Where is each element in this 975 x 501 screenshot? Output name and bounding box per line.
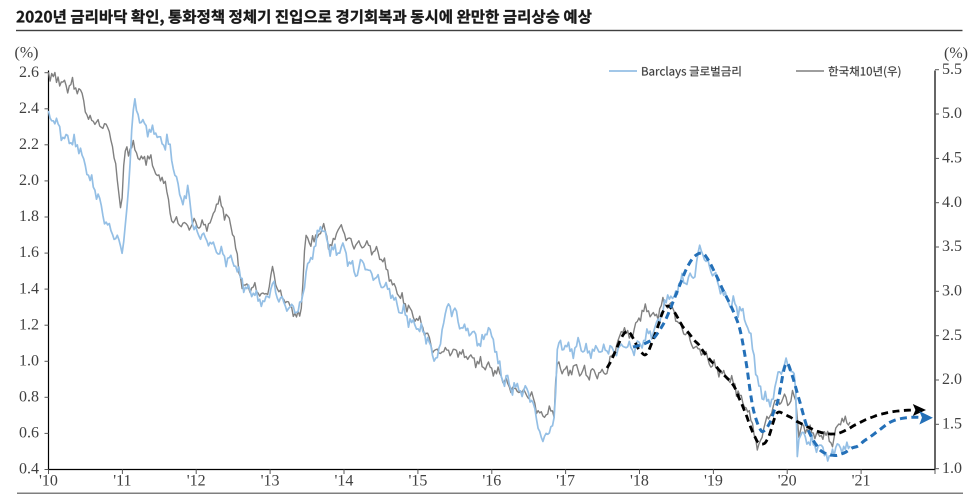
svg-text:5.0: 5.0 xyxy=(942,105,962,122)
svg-text:(%): (%) xyxy=(15,45,39,62)
svg-text:3.5: 3.5 xyxy=(942,238,962,255)
svg-text:1.2: 1.2 xyxy=(19,316,39,333)
svg-text:(%): (%) xyxy=(944,45,968,62)
svg-text:2.0: 2.0 xyxy=(942,371,962,388)
svg-text:0.6: 0.6 xyxy=(19,425,39,442)
svg-text:4.0: 4.0 xyxy=(942,194,962,211)
svg-text:2.0: 2.0 xyxy=(19,172,39,189)
svg-text:2.6: 2.6 xyxy=(19,64,39,81)
svg-text:2.5: 2.5 xyxy=(942,327,962,344)
svg-text:3.0: 3.0 xyxy=(942,283,962,300)
svg-text:'20: '20 xyxy=(778,473,797,490)
svg-text:'19: '19 xyxy=(704,473,723,490)
svg-text:1.5: 1.5 xyxy=(942,416,962,433)
svg-text:'18: '18 xyxy=(630,473,649,490)
svg-text:'11: '11 xyxy=(113,473,131,490)
svg-text:'14: '14 xyxy=(335,473,354,490)
svg-text:1.0: 1.0 xyxy=(19,353,39,370)
svg-text:'10: '10 xyxy=(39,473,58,490)
svg-text:0.4: 0.4 xyxy=(19,461,39,478)
svg-text:1.0: 1.0 xyxy=(942,460,962,477)
svg-text:'12: '12 xyxy=(187,473,206,490)
svg-text:1.6: 1.6 xyxy=(19,244,39,261)
svg-text:2.2: 2.2 xyxy=(19,136,39,153)
svg-text:'21: '21 xyxy=(852,473,871,490)
svg-text:'16: '16 xyxy=(482,473,501,490)
svg-text:'17: '17 xyxy=(556,473,575,490)
svg-text:1.4: 1.4 xyxy=(19,280,39,297)
svg-text:1.8: 1.8 xyxy=(19,208,39,225)
svg-text:'15: '15 xyxy=(408,473,427,490)
svg-text:'13: '13 xyxy=(261,473,280,490)
svg-text:5.5: 5.5 xyxy=(942,61,962,78)
svg-text:2.4: 2.4 xyxy=(19,100,39,117)
svg-text:4.5: 4.5 xyxy=(942,150,962,167)
svg-text:0.8: 0.8 xyxy=(19,389,39,406)
